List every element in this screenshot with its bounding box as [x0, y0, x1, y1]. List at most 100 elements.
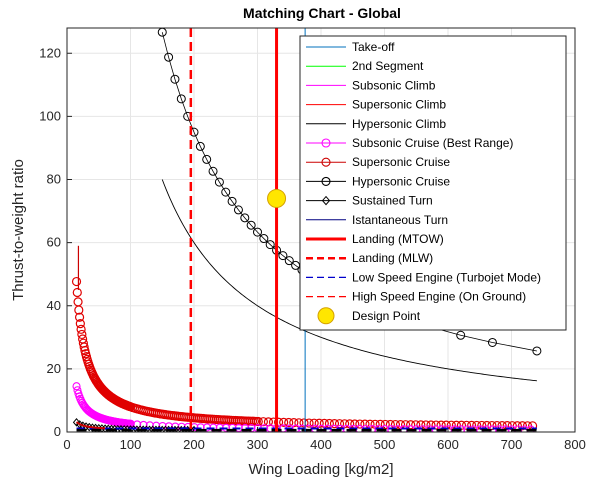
supersonic-cruise-point — [284, 417, 294, 428]
legend-marker-sample — [317, 307, 335, 325]
legend-label: 2nd Segment — [352, 59, 424, 73]
y-tick-label: 60 — [47, 235, 61, 250]
hypersonic-cruise-point — [278, 251, 288, 261]
legend-label: Hypersonic Cruise — [352, 174, 450, 188]
legend-label: High Speed Engine (On Ground) — [352, 290, 526, 304]
x-tick-label: 600 — [437, 437, 459, 452]
supersonic-climb-line — [75, 421, 106, 430]
supersonic-cruise-point — [380, 419, 390, 430]
hypersonic-cruise-point — [221, 187, 231, 197]
supersonic-cruise-point — [76, 324, 86, 334]
y-tick-label: 100 — [39, 108, 61, 123]
chart-title: Matching Chart - Global — [243, 5, 401, 21]
supersonic-cruise-point — [75, 319, 85, 329]
hypersonic-cruise-point — [233, 205, 243, 215]
x-tick-label: 800 — [564, 437, 586, 452]
hypersonic-cruise-point — [164, 52, 174, 62]
hypersonic-cruise-point — [253, 227, 262, 237]
supersonic-cruise-point — [329, 418, 340, 429]
legend-entry: Hypersonic Climb — [306, 117, 446, 131]
legend-entry: Sustained Turn — [306, 194, 433, 208]
hypersonic-cruise-point — [202, 154, 212, 164]
legend-label: Subsonic Climb — [352, 78, 436, 92]
legend-marker-sample — [321, 195, 331, 206]
plot-frame — [66, 27, 576, 433]
subsonic-cruise-point — [133, 420, 142, 429]
legend-label: Take-off — [352, 40, 395, 54]
supersonic-cruise-point — [279, 417, 289, 427]
supersonic-cruise-point — [273, 417, 284, 427]
legend-marker-sample — [321, 176, 331, 186]
subsonic-cruise-point — [126, 419, 135, 428]
sustained-turn-point — [72, 418, 81, 427]
legend-entry: Landing (MLW) — [306, 251, 433, 265]
legend-label: Subsonic Cruise (Best Range) — [352, 136, 513, 150]
hypersonic-cruise-point — [532, 346, 542, 356]
design-point-marker — [267, 188, 287, 208]
y-tick-label: 40 — [47, 298, 61, 313]
y-tick-label: 120 — [39, 45, 61, 60]
hypersonic-cruise-point — [259, 234, 269, 244]
x-tick-label: 700 — [501, 437, 523, 452]
plot-content — [71, 28, 542, 432]
legend-entry: Subsonic Cruise (Best Range) — [306, 136, 513, 150]
supersonic-cruise-point — [72, 287, 82, 298]
supersonic-cruise-point — [77, 329, 87, 340]
sustained-turn-point — [161, 425, 170, 432]
legend-label: Supersonic Climb — [352, 98, 446, 112]
y-tick-label: 0 — [54, 424, 61, 439]
supersonic-cruise-point — [324, 418, 334, 429]
legend-entry: Subsonic Climb — [306, 78, 436, 92]
legend-label: Low Speed Engine (Turbojet Mode) — [352, 270, 541, 284]
sustained-turn-point — [174, 425, 182, 432]
supersonic-cruise-point — [74, 312, 85, 322]
legend-entry: 2nd Segment — [306, 59, 424, 73]
supersonic-cruise-point — [74, 305, 84, 315]
x-tick-label: 300 — [247, 437, 269, 452]
hypersonic-cruise-point — [487, 337, 497, 347]
supersonic-cruise-point — [79, 342, 89, 352]
hypersonic-cruise-point — [240, 213, 250, 223]
hypersonic-cruise-point — [208, 166, 218, 176]
legend-entry: Istantaneous Turn — [306, 213, 448, 227]
supersonic-cruise-point — [314, 418, 324, 428]
legend-entry: Take-off — [306, 40, 395, 54]
legend-entry: Supersonic Climb — [306, 98, 446, 112]
y-tick-label: 80 — [47, 172, 61, 187]
supersonic-cruise-point — [71, 276, 82, 287]
x-axis-label: Wing Loading [kg/m2] — [248, 461, 393, 478]
hypersonic-climb-line — [161, 179, 537, 382]
legend-marker-sample — [321, 157, 331, 167]
x-tick-label: 100 — [120, 437, 142, 452]
hypersonic-cruise-point — [170, 74, 180, 84]
subsonic-cruise-point — [145, 421, 154, 430]
hypersonic-cruise-point — [195, 141, 205, 151]
supersonic-cruise-point — [253, 416, 263, 427]
legend-entry: Landing (MTOW) — [306, 232, 444, 246]
supersonic-cruise-point — [355, 419, 365, 429]
y-tick-labels: 0 20 40 60 80 100 120 — [39, 45, 61, 439]
legend-label: Landing (MLW) — [352, 251, 433, 265]
supersonic-cruise-point — [406, 420, 416, 430]
legend-entry: Design Point — [317, 307, 421, 325]
legend-label: Istantaneous Turn — [352, 213, 448, 227]
legend-label: Design Point — [352, 309, 421, 323]
supersonic-cruise-point — [431, 420, 441, 430]
hypersonic-cruise-point — [227, 196, 237, 206]
legend: Take-off 2nd Segment Subsonic Climb Superso… — [299, 35, 567, 331]
legend-label: Sustained Turn — [352, 194, 433, 208]
legend-marker-sample — [321, 138, 331, 148]
subsonic-cruise-point — [72, 382, 81, 391]
supersonic-cruise-point — [289, 418, 299, 428]
legend-entry: Supersonic Cruise — [306, 155, 450, 169]
hypersonic-cruise-point — [284, 256, 294, 266]
supersonic-cruise-point — [258, 417, 268, 427]
hypersonic-cruise-point — [176, 94, 186, 104]
x-tick-labels: 0 100 200 300 400 500 600 700 800 — [63, 437, 585, 452]
hypersonic-cruise-point — [214, 177, 224, 187]
legend-label: Landing (MTOW) — [352, 232, 444, 246]
legend-entry: High Speed Engine (On Ground) — [306, 290, 526, 304]
supersonic-cruise-point — [487, 420, 497, 431]
hypersonic-cruise-point — [456, 330, 466, 340]
